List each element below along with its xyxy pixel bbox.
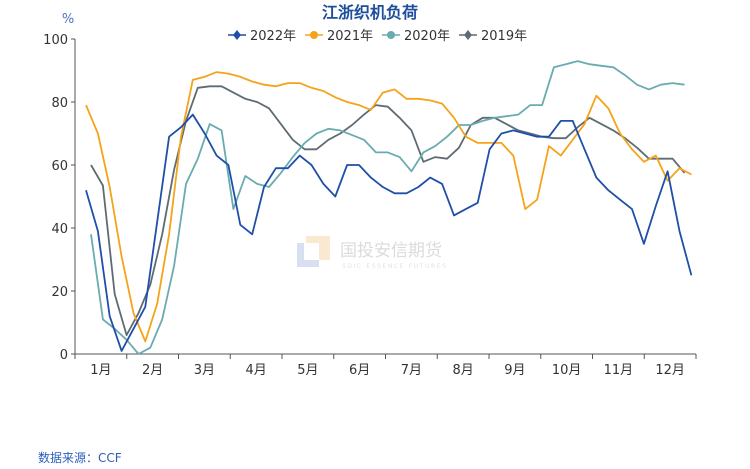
series-lines <box>85 60 693 355</box>
x-tick-label: 6月 <box>349 363 370 378</box>
watermark-logo-back <box>306 236 330 260</box>
x-tick-label: 3月 <box>194 363 215 378</box>
y-tick-label: 80 <box>51 96 68 111</box>
y-tick-label: 100 <box>43 33 68 48</box>
watermark-logo-front <box>297 243 319 267</box>
y-tick-label: 20 <box>51 285 68 300</box>
x-tick-label: 5月 <box>297 363 318 378</box>
watermark-cn: 国投安信期货 <box>340 241 442 261</box>
x-tick-label: 4月 <box>245 363 266 378</box>
series-line-2022 <box>85 113 693 352</box>
legend-label: 2019年 <box>481 29 527 44</box>
y-tick-label: 40 <box>51 222 68 237</box>
legend-label: 2020年 <box>404 29 450 44</box>
series-line-2019 <box>90 85 686 337</box>
y-tick-label: 0 <box>60 348 68 363</box>
x-tick-label: 7月 <box>401 363 422 378</box>
source-note: 数据来源：CCF <box>38 451 122 465</box>
axes: 0 20 40 60 80 100 1月 2月 3月 4月 5月 6月 7月 8月 9月 10月 11月 12月 <box>43 33 697 378</box>
legend-circle-icon <box>310 31 318 39</box>
legend-diamond-icon <box>464 30 472 40</box>
x-tick-label: 10月 <box>552 363 582 378</box>
y-tick-label: 60 <box>51 159 68 174</box>
legend-circle-icon <box>387 31 395 39</box>
legend: 2022年 2021年 2020年 2019年 <box>228 29 527 44</box>
x-tick-label: 9月 <box>504 363 525 378</box>
watermark-logo-hole <box>304 243 319 260</box>
x-tick-label: 12月 <box>655 363 685 378</box>
legend-diamond-icon <box>233 30 241 40</box>
x-tick-label: 1月 <box>90 363 111 378</box>
series-line-2020 <box>90 60 685 355</box>
legend-label: 2022年 <box>250 29 296 44</box>
legend-label: 2021年 <box>327 29 373 44</box>
y-unit-label: % <box>62 12 74 27</box>
x-tick-label: 8月 <box>452 363 473 378</box>
watermark: 国投安信期货 SDIC ESSENCE FUTURES <box>297 236 448 270</box>
watermark-en: SDIC ESSENCE FUTURES <box>342 263 448 270</box>
chart-title: 江浙织机负荷 <box>322 3 418 22</box>
series-line-2021 <box>85 71 692 343</box>
x-tick-label: 11月 <box>604 363 634 378</box>
x-tick-label: 2月 <box>142 363 163 378</box>
